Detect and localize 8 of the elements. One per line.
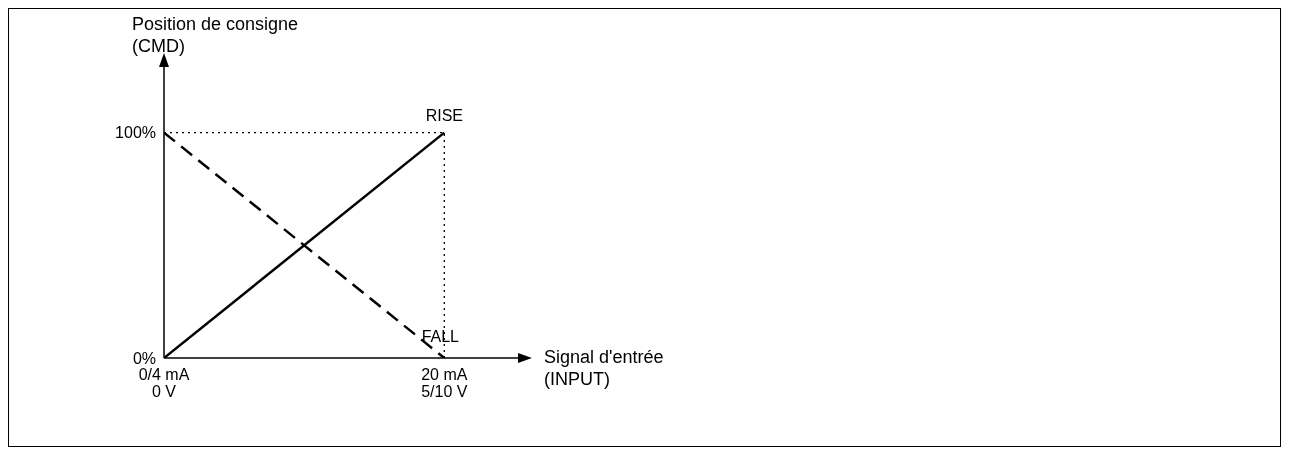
series-label: RISE [425, 106, 463, 124]
series-label: FALL [421, 328, 460, 345]
x-tick-label: 20 mA 5/10 V [421, 366, 468, 400]
x-axis-title: Signal d'entrée (INPUT) [544, 346, 664, 390]
y-tick-label: 100% [115, 124, 156, 142]
y-axis-title: Position de consigne (CMD) [132, 13, 299, 57]
y-tick-label: 0% [132, 349, 156, 367]
x-tick-label: 0/4 mA 0 V [138, 366, 190, 400]
